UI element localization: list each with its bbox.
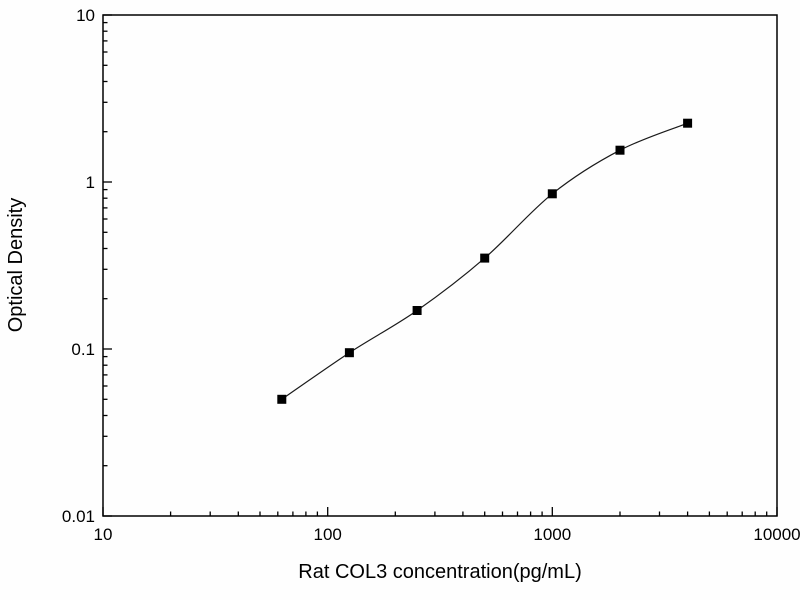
x-axis-label: Rat COL3 concentration(pg/mL) — [298, 561, 581, 583]
data-point-marker — [412, 306, 422, 315]
data-point-marker — [683, 118, 693, 128]
data-point-marker — [547, 189, 557, 199]
axis-ticks — [102, 14, 778, 517]
plot-border — [102, 14, 778, 517]
data-point-marker — [615, 145, 625, 155]
x-tick-label: 100 — [314, 525, 342, 544]
axis-tick-labels: 10 100 1000 10000 0.01 0.1 1 10 — [62, 6, 800, 544]
y-tick-label: 1 — [86, 173, 95, 192]
data-points — [277, 118, 693, 404]
y-tick-label: 0.01 — [62, 507, 95, 526]
y-tick-label: 0.1 — [71, 340, 95, 359]
x-tick-label: 10 — [94, 525, 113, 544]
y-tick-label: 10 — [76, 6, 95, 25]
y-axis-label: Optical Density — [5, 198, 27, 333]
data-point-marker — [480, 253, 490, 263]
x-tick-label: 10000 — [753, 525, 800, 544]
x-tick-label: 1000 — [533, 525, 571, 544]
data-point-marker — [344, 348, 354, 358]
data-point-marker — [277, 394, 287, 404]
